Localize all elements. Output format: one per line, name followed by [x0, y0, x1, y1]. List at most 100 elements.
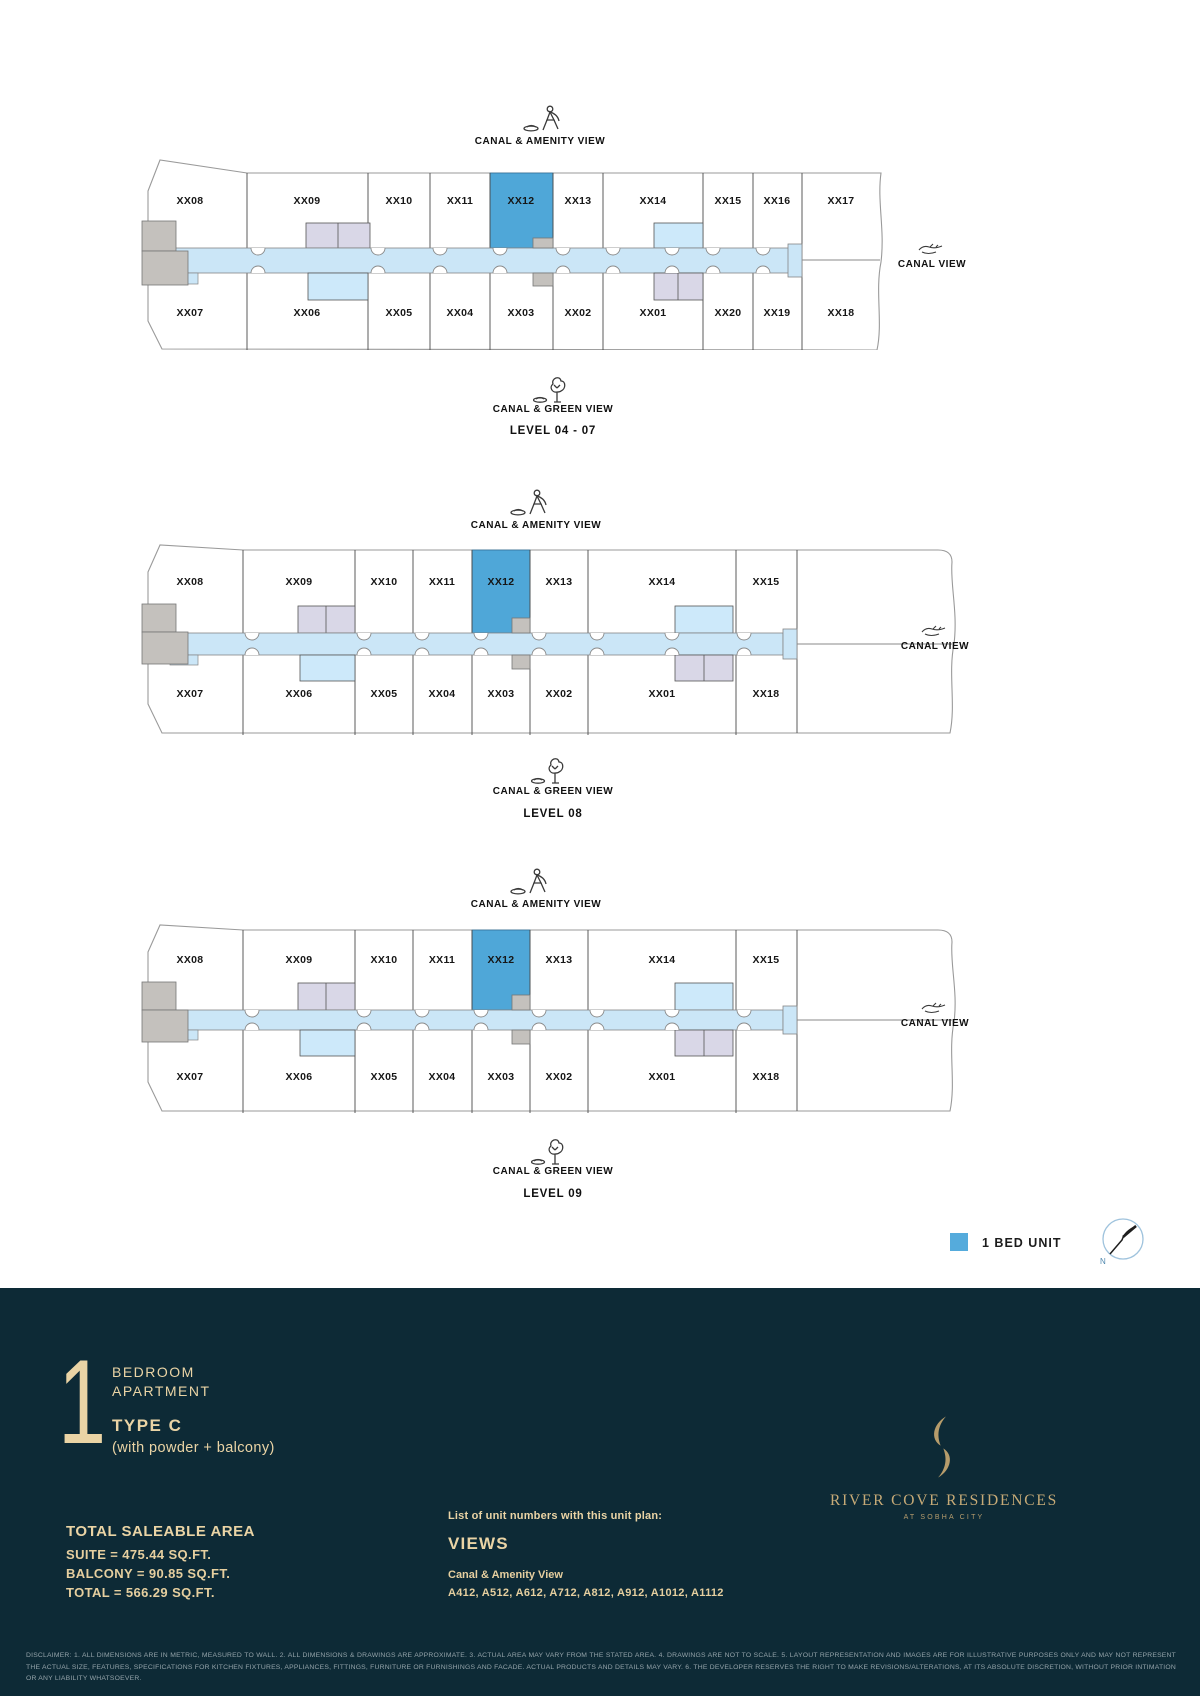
view-name: Canal & Amenity View [448, 1569, 563, 1581]
door-arcs-bottom [250, 265, 771, 274]
unit-label: XX13 [564, 195, 592, 207]
type-sub-label: (with powder + balcony) [112, 1440, 275, 1456]
canal-view-icon [919, 1002, 951, 1014]
view-label-amenity: CANAL & AMENITY VIEW [470, 520, 602, 531]
unit-list-heading: List of unit numbers with this unit plan… [448, 1510, 663, 1522]
stair-block [141, 1009, 189, 1043]
unit-label: XX01 [639, 307, 667, 319]
view-label-green: CANAL & GREEN VIEW [492, 786, 614, 797]
view-label-amenity: CANAL & AMENITY VIEW [474, 136, 606, 147]
canal-view-icon [919, 625, 951, 637]
stair-block [141, 220, 177, 252]
unit-label: XX10 [370, 954, 398, 966]
unit-label: XX01 [648, 1071, 676, 1083]
furniture-block [653, 272, 704, 301]
unit-label: XX18 [752, 688, 780, 700]
amenity-view-icon [523, 103, 567, 133]
service-block [511, 994, 531, 1011]
furniture-block [299, 1029, 356, 1057]
corridor-endcap [787, 243, 803, 278]
corridor-endcap [782, 1005, 798, 1035]
brand-name: RIVER COVE RESIDENCES [829, 1492, 1059, 1509]
unit-label: XX10 [370, 576, 398, 588]
level-label: LEVEL 08 [523, 808, 583, 820]
service-block [511, 654, 531, 670]
unit-label: XX15 [752, 954, 780, 966]
view-label-canal: CANAL VIEW [897, 259, 967, 270]
unit-label-highlighted: XX12 [507, 195, 535, 207]
unit-label: XX09 [285, 576, 313, 588]
door-arcs-bottom [244, 647, 752, 656]
unit-label: XX03 [487, 1071, 515, 1083]
highlighted-unit-xx12 [489, 172, 554, 249]
canal-view-icon [916, 243, 948, 255]
corridor-endcap [782, 628, 798, 660]
type-label: TYPE C [112, 1416, 183, 1435]
brand-logo-icon [922, 1416, 962, 1478]
unit-label: XX18 [827, 307, 855, 319]
unit-label: XX13 [545, 576, 573, 588]
area-total: TOTAL = 566.29 SQ.FT. [66, 1585, 215, 1600]
unit-label-highlighted: XX12 [487, 954, 515, 966]
unit-label: XX18 [752, 1071, 780, 1083]
furniture-block [299, 654, 356, 682]
unit-label: XX06 [285, 1071, 313, 1083]
stair-block [141, 981, 177, 1011]
unit-label: XX07 [176, 307, 204, 319]
furniture-block [307, 272, 369, 301]
unit-label: XX17 [827, 195, 855, 207]
stair-block [141, 250, 189, 286]
unit-label: XX15 [752, 576, 780, 588]
service-block [532, 272, 554, 287]
unit-label: XX05 [385, 307, 413, 319]
compass-north-label: N [1100, 1257, 1106, 1266]
green-view-icon [531, 1136, 571, 1166]
unit-numbers-list: A412, A512, A612, A712, A812, A912, A101… [448, 1587, 724, 1599]
view-label-canal: CANAL VIEW [900, 1018, 970, 1029]
unit-label: XX04 [446, 307, 474, 319]
unit-label: XX02 [564, 307, 592, 319]
view-label-canal: CANAL VIEW [900, 641, 970, 652]
unit-label: XX01 [648, 688, 676, 700]
floorplan-level-04-07: XX08 XX09 XX10 XX11 XX12 XX13 XX14 XX15 … [140, 157, 888, 350]
unit-label: XX15 [714, 195, 742, 207]
unit-label: XX04 [428, 688, 456, 700]
unit-label: XX16 [763, 195, 791, 207]
amenity-view-icon [510, 487, 554, 517]
floorplan-drawing [141, 924, 956, 1113]
level-label: LEVEL 04 - 07 [509, 425, 597, 437]
legend-swatch-1bed [950, 1233, 968, 1251]
view-label-amenity: CANAL & AMENITY VIEW [470, 899, 602, 910]
door-arcs-top [250, 247, 771, 256]
unit-label-highlighted: XX12 [487, 576, 515, 588]
unit-label: XX13 [545, 954, 573, 966]
amenity-view-icon [510, 866, 554, 896]
unit-label: XX08 [176, 954, 204, 966]
furniture-block [674, 605, 734, 634]
unit-label: XX14 [648, 576, 676, 588]
unit-label: XX03 [487, 688, 515, 700]
unit-label: XX05 [370, 688, 398, 700]
area-heading: TOTAL SALEABLE AREA [66, 1523, 255, 1540]
footer-panel: 1 BEDROOM APARTMENT TYPE C (with powder … [0, 1288, 1200, 1696]
floorplan-level-09: XX08 XX09 XX10 XX11 XX12 XX13 XX14 XX15 … [140, 922, 962, 1113]
unit-label: XX02 [545, 1071, 573, 1083]
floorplan-drawing [141, 159, 883, 350]
green-view-icon [533, 374, 573, 404]
apartment-line: APARTMENT [112, 1383, 211, 1399]
level-label: LEVEL 09 [523, 1188, 583, 1200]
service-block [511, 617, 531, 634]
unit-label: XX19 [763, 307, 791, 319]
unit-label: XX07 [176, 1071, 204, 1083]
door-arcs-top [244, 632, 752, 641]
legend-label: 1 BED UNIT [982, 1236, 1062, 1250]
views-heading: VIEWS [448, 1534, 509, 1553]
stair-block [141, 631, 189, 665]
big-number: 1 [58, 1335, 107, 1469]
unit-label: XX07 [176, 688, 204, 700]
unit-label: XX05 [370, 1071, 398, 1083]
green-view-icon [531, 755, 571, 785]
unit-label: XX11 [428, 954, 456, 966]
floorplan-drawing [141, 544, 956, 735]
